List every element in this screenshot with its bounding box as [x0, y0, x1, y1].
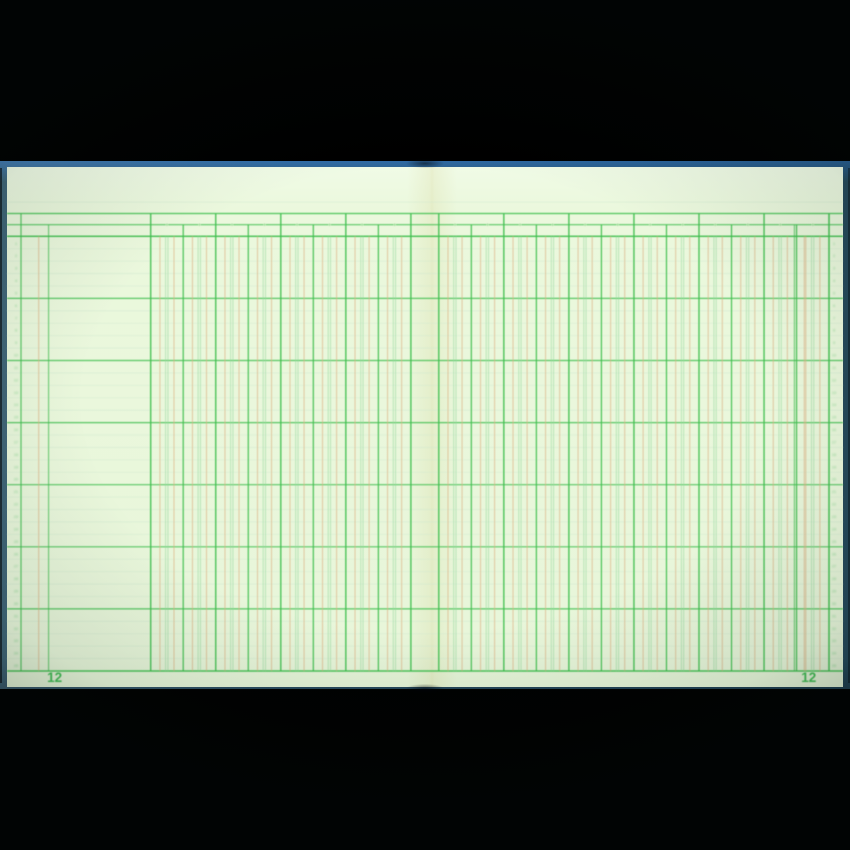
svg-text:23: 23 [14, 515, 18, 519]
svg-text:14: 14 [14, 403, 19, 407]
svg-text:33: 33 [14, 639, 18, 643]
svg-text:24: 24 [14, 527, 19, 531]
svg-text:25: 25 [832, 540, 836, 544]
svg-text:1: 1 [833, 242, 835, 246]
svg-text:12: 12 [801, 670, 816, 685]
svg-text:13: 13 [832, 391, 836, 395]
svg-text:30: 30 [832, 602, 836, 606]
svg-text:30: 30 [14, 602, 18, 606]
svg-text:29: 29 [14, 590, 18, 594]
svg-text:32: 32 [832, 627, 836, 631]
svg-text:20: 20 [14, 478, 18, 482]
svg-text:27: 27 [14, 565, 18, 569]
svg-text:2: 2 [15, 254, 17, 258]
svg-text:14: 14 [832, 403, 837, 407]
svg-text:26: 26 [14, 552, 18, 556]
svg-text:22: 22 [14, 503, 18, 507]
svg-text:12: 12 [47, 670, 62, 685]
svg-text:22: 22 [832, 503, 836, 507]
svg-text:13: 13 [14, 391, 18, 395]
svg-text:23: 23 [832, 515, 836, 519]
svg-text:5: 5 [833, 291, 835, 295]
svg-text:6: 6 [833, 304, 835, 308]
svg-text:18: 18 [14, 453, 18, 457]
svg-text:17: 17 [832, 440, 836, 444]
svg-text:15: 15 [14, 416, 18, 420]
svg-text:7: 7 [15, 316, 17, 320]
svg-text:6: 6 [15, 304, 17, 308]
svg-text:33: 33 [832, 639, 836, 643]
svg-text:18: 18 [832, 453, 836, 457]
svg-text:29: 29 [832, 590, 836, 594]
svg-text:11: 11 [832, 366, 836, 370]
svg-text:9: 9 [15, 341, 17, 345]
svg-text:17: 17 [14, 440, 18, 444]
svg-text:3: 3 [15, 267, 17, 271]
svg-text:7: 7 [833, 316, 835, 320]
svg-text:16: 16 [14, 428, 18, 432]
svg-text:8: 8 [15, 329, 17, 333]
svg-text:8: 8 [833, 329, 835, 333]
svg-text:1: 1 [15, 242, 17, 246]
svg-text:31: 31 [14, 614, 18, 618]
svg-text:12: 12 [14, 378, 18, 382]
svg-text:21: 21 [14, 490, 18, 494]
svg-text:25: 25 [14, 540, 18, 544]
svg-text:28: 28 [14, 577, 18, 581]
svg-text:4: 4 [833, 279, 836, 283]
svg-text:35: 35 [14, 664, 18, 668]
svg-text:19: 19 [832, 465, 836, 469]
svg-text:28: 28 [832, 577, 836, 581]
svg-text:15: 15 [832, 416, 836, 420]
svg-text:9: 9 [833, 341, 835, 345]
svg-text:27: 27 [832, 565, 836, 569]
svg-text:19: 19 [14, 465, 18, 469]
svg-text:11: 11 [14, 366, 18, 370]
svg-text:24: 24 [832, 527, 837, 531]
svg-text:10: 10 [832, 354, 836, 358]
svg-text:32: 32 [14, 627, 18, 631]
svg-text:34: 34 [14, 652, 19, 656]
svg-text:31: 31 [832, 614, 836, 618]
svg-text:21: 21 [832, 490, 836, 494]
svg-text:26: 26 [832, 552, 836, 556]
svg-text:20: 20 [832, 478, 836, 482]
svg-text:3: 3 [833, 267, 835, 271]
svg-text:4: 4 [15, 279, 18, 283]
svg-text:10: 10 [14, 354, 18, 358]
svg-text:2: 2 [833, 254, 835, 258]
svg-text:35: 35 [832, 664, 836, 668]
svg-text:5: 5 [15, 291, 17, 295]
svg-text:16: 16 [832, 428, 836, 432]
svg-text:12: 12 [832, 378, 836, 382]
svg-text:34: 34 [832, 652, 837, 656]
